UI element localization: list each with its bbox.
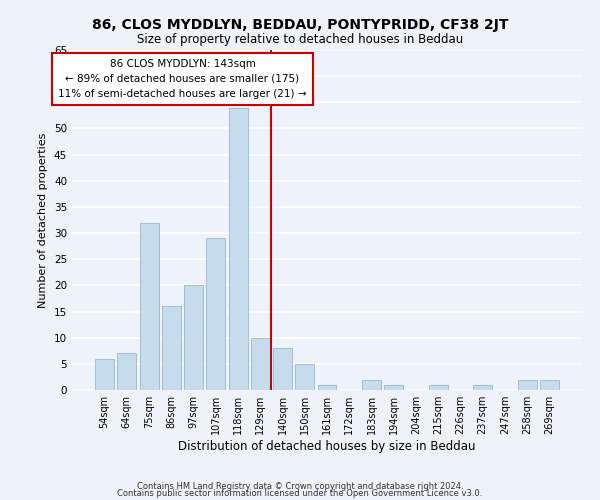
Text: Size of property relative to detached houses in Beddau: Size of property relative to detached ho… xyxy=(137,32,463,46)
Bar xyxy=(162,306,181,390)
Bar xyxy=(95,358,114,390)
Bar xyxy=(384,385,403,390)
Bar xyxy=(229,108,248,390)
Bar xyxy=(518,380,536,390)
Text: 86 CLOS MYDDLYN: 143sqm
← 89% of detached houses are smaller (175)
11% of semi-d: 86 CLOS MYDDLYN: 143sqm ← 89% of detache… xyxy=(58,59,307,98)
Text: Contains HM Land Registry data © Crown copyright and database right 2024.: Contains HM Land Registry data © Crown c… xyxy=(137,482,463,491)
Bar xyxy=(118,354,136,390)
Bar xyxy=(251,338,270,390)
Bar xyxy=(295,364,314,390)
Bar xyxy=(362,380,381,390)
X-axis label: Distribution of detached houses by size in Beddau: Distribution of detached houses by size … xyxy=(178,440,476,453)
Bar xyxy=(206,238,225,390)
Bar xyxy=(140,222,158,390)
Bar xyxy=(273,348,292,390)
Text: 86, CLOS MYDDLYN, BEDDAU, PONTYPRIDD, CF38 2JT: 86, CLOS MYDDLYN, BEDDAU, PONTYPRIDD, CF… xyxy=(92,18,508,32)
Bar xyxy=(429,385,448,390)
Bar xyxy=(317,385,337,390)
Text: Contains public sector information licensed under the Open Government Licence v3: Contains public sector information licen… xyxy=(118,489,482,498)
Bar xyxy=(184,286,203,390)
Bar xyxy=(473,385,492,390)
Y-axis label: Number of detached properties: Number of detached properties xyxy=(38,132,49,308)
Bar xyxy=(540,380,559,390)
